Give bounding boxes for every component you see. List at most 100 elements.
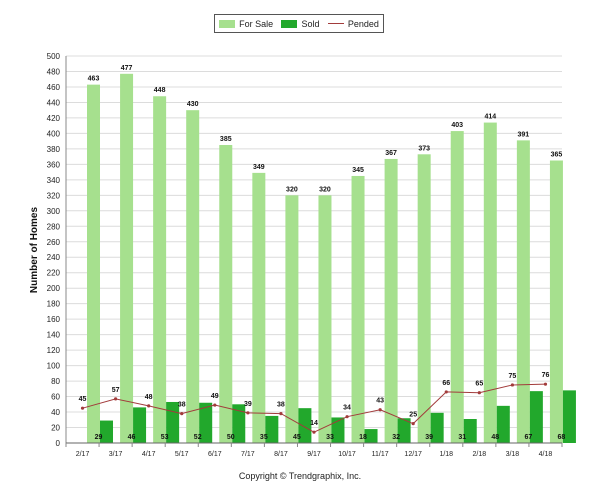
bar-sold <box>529 391 543 443</box>
y-tick-label: 380 <box>47 145 61 154</box>
data-label-pended: 38 <box>277 402 285 409</box>
y-tick-label: 20 <box>51 424 60 433</box>
bar-sold <box>430 412 444 443</box>
x-tick-label: 8/17 <box>274 451 288 458</box>
bar-sold <box>265 415 279 443</box>
y-tick-label: 300 <box>47 207 61 216</box>
legend-label-pended: Pended <box>347 18 379 29</box>
y-tick-label: 340 <box>47 176 61 185</box>
bar-for-sale <box>318 195 332 443</box>
data-label-sold: 39 <box>425 434 433 441</box>
data-label-pended: 25 <box>409 412 417 419</box>
legend-item-sold: Sold <box>281 18 320 29</box>
pended-point <box>279 411 283 416</box>
x-axis: 2/17 3/17 4/17 5/17 6/17 7/17 8/17 9/17 10/17 11/… <box>65 442 563 458</box>
data-label-pended: 65 <box>475 381 483 388</box>
y-tick-label: 260 <box>47 238 61 247</box>
y-tick-label: 220 <box>47 269 61 278</box>
series-sold <box>100 390 576 443</box>
bar-sold <box>364 429 378 443</box>
x-tick-label: 6/17 <box>208 451 222 458</box>
pended-point <box>114 397 118 401</box>
bar-sold <box>298 408 312 443</box>
y-tick-label: 360 <box>47 160 61 169</box>
data-label-for-sale: 430 <box>187 101 199 108</box>
y-tick-label: 100 <box>47 362 61 371</box>
data-label-for-sale: 385 <box>220 136 232 143</box>
data-label-sold: 50 <box>227 434 235 441</box>
data-label-sold: 31 <box>458 434 466 441</box>
y-tick-label: 0 <box>56 439 61 448</box>
pended-point <box>147 404 151 408</box>
x-tick-label: 9/17 <box>307 451 321 458</box>
data-label-pended: 45 <box>79 396 87 403</box>
data-label-for-sale: 345 <box>352 167 364 174</box>
legend-swatch-sold <box>281 19 298 28</box>
x-tick-label: 7/17 <box>241 451 255 458</box>
data-label-pended: 48 <box>145 394 153 401</box>
x-tick-label: 4/18 <box>539 451 553 458</box>
data-label-pended: 14 <box>310 420 318 427</box>
data-label-pended: 38 <box>178 402 186 409</box>
data-label-pended: 76 <box>542 372 550 379</box>
data-labels: 463 29 477 46 448 53 430 52 385 50 349 35 320 45 320 33… <box>79 65 566 441</box>
x-tick-label: 3/18 <box>506 451 520 458</box>
bar-for-sale <box>219 145 233 443</box>
y-tick-label: 280 <box>47 222 61 231</box>
grid <box>66 55 562 444</box>
legend-swatch-for-sale <box>219 19 236 28</box>
y-tick-label: 480 <box>47 67 61 76</box>
copyright-text: Copyright © Trendgraphix, Inc. <box>238 471 362 481</box>
y-tick-label: 180 <box>47 300 61 309</box>
bar-sold <box>463 419 477 443</box>
bar-for-sale <box>417 154 431 443</box>
y-tick-label: 140 <box>47 331 61 340</box>
legend-swatch-pended <box>327 23 344 24</box>
y-tick-label: 60 <box>51 393 60 402</box>
bar-for-sale <box>252 172 266 443</box>
data-label-for-sale: 373 <box>418 145 430 152</box>
legend-item-pended: Pended <box>327 18 379 29</box>
legend-item-for-sale: For Sale <box>219 19 273 29</box>
legend-label-sold: Sold <box>301 18 320 29</box>
x-tick-label: 2/18 <box>473 451 487 458</box>
bar-for-sale <box>351 175 365 443</box>
pended-point <box>477 391 481 395</box>
data-label-sold: 29 <box>95 434 103 441</box>
bar-for-sale <box>450 131 464 443</box>
pended-point <box>411 422 415 426</box>
data-label-sold: 46 <box>128 434 136 441</box>
bar-sold <box>496 405 510 443</box>
pended-point <box>80 406 85 410</box>
series-pended <box>80 382 548 434</box>
data-label-pended: 75 <box>509 373 517 380</box>
legend-label-for-sale: For Sale <box>239 18 274 29</box>
data-label-sold: 67 <box>524 434 532 441</box>
y-axis: 0 20 40 60 80 100 120 140 160 180 200 220 240 260 280 3… <box>47 52 67 448</box>
data-label-sold: 18 <box>359 434 367 441</box>
bar-for-sale <box>483 122 497 444</box>
data-label-for-sale: 320 <box>286 186 298 193</box>
data-label-for-sale: 365 <box>551 151 563 158</box>
pended-point <box>543 382 548 386</box>
data-label-pended: 49 <box>211 393 219 400</box>
bar-for-sale <box>384 158 398 443</box>
x-tick-label: 1/18 <box>439 451 453 458</box>
data-label-sold: 35 <box>260 434 268 441</box>
bar-sold <box>199 402 213 443</box>
data-label-for-sale: 320 <box>319 186 331 193</box>
bar-for-sale <box>153 96 167 444</box>
x-tick-label: 10/17 <box>338 451 356 458</box>
data-label-for-sale: 349 <box>253 164 265 171</box>
bar-for-sale <box>516 140 530 443</box>
data-label-pended: 66 <box>442 380 450 387</box>
y-tick-label: 320 <box>47 191 61 200</box>
pended-point <box>444 390 448 394</box>
data-label-pended: 57 <box>112 387 120 394</box>
pended-point <box>312 430 316 434</box>
bar-for-sale <box>549 160 563 444</box>
data-label-sold: 48 <box>491 434 499 441</box>
y-tick-label: 120 <box>47 346 61 355</box>
data-label-pended: 43 <box>376 398 384 405</box>
